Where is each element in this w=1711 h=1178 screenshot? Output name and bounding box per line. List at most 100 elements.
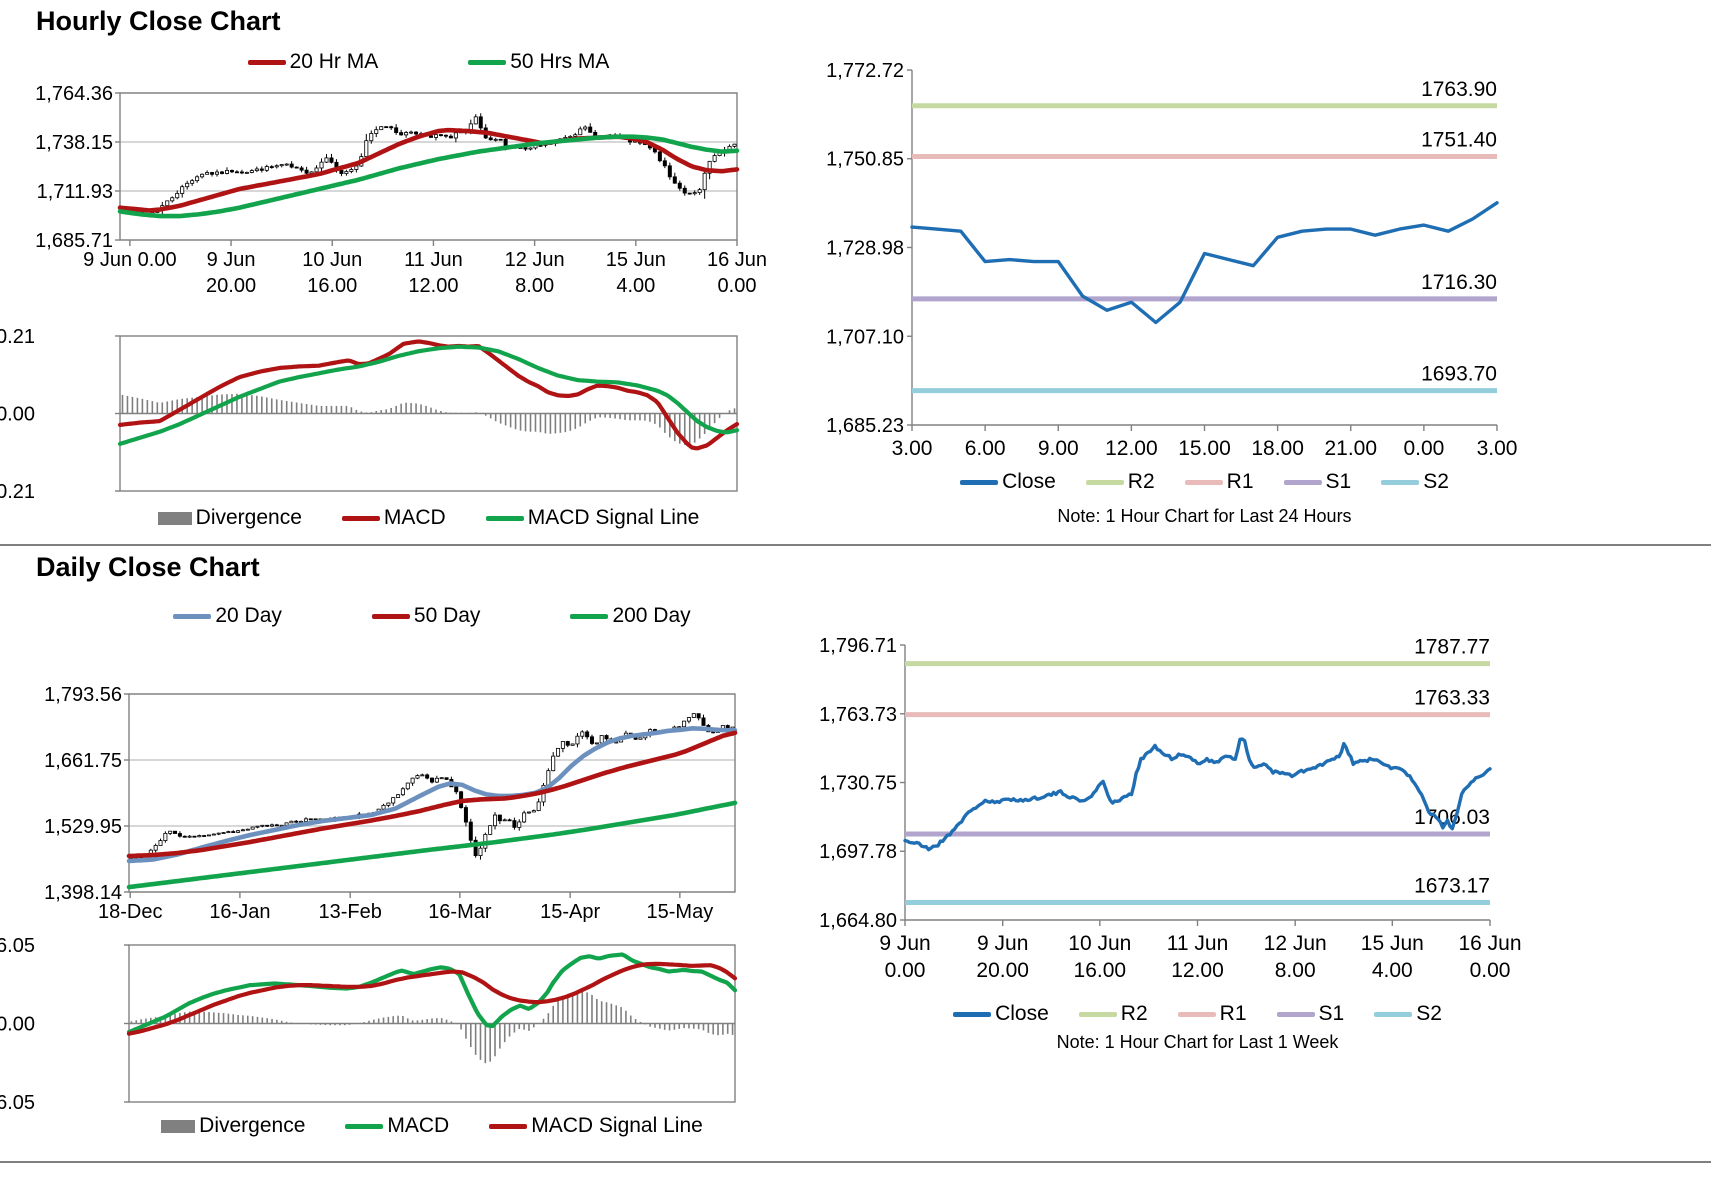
legend-label: Close bbox=[1002, 470, 1056, 493]
legend-item-r1: R1 bbox=[1184, 470, 1254, 494]
daily-support-resistance-chart: 1,796.71 1,763.73 1,730.75 1,697.78 1,664.80… bbox=[810, 628, 1660, 1007]
x-axis-label: 13-Feb bbox=[319, 901, 382, 923]
series-close bbox=[903, 737, 1492, 852]
x-axis-label: 6.00 bbox=[965, 437, 1006, 460]
x-axis-label: 9 Jun bbox=[977, 932, 1028, 955]
x-axis-label: 4.00 bbox=[616, 275, 655, 297]
legend-item-s1: S1 bbox=[1276, 1002, 1344, 1026]
line-swatch-icon bbox=[1374, 1011, 1413, 1017]
legend-label: 20 Day bbox=[215, 604, 282, 627]
x-axis-label: 18.00 bbox=[1251, 437, 1304, 460]
x-axis-label: 21.00 bbox=[1324, 437, 1377, 460]
x-axis-label: 0.00 bbox=[1470, 959, 1511, 982]
y-axis-label: 46.05 bbox=[0, 935, 35, 957]
y-axis-label: 1,764.36 bbox=[35, 83, 113, 105]
line-swatch-icon bbox=[1381, 479, 1420, 485]
x-axis-label: 4.00 bbox=[1372, 959, 1413, 982]
x-axis-label: 20.00 bbox=[206, 275, 256, 297]
x-axis-label: 3.00 bbox=[892, 437, 933, 460]
series-50-hrs-ma bbox=[117, 134, 740, 219]
legend-item-macd: MACD bbox=[341, 506, 446, 530]
series-20-day bbox=[126, 726, 738, 864]
daily-price-chart: 18-Dec 16-Jan 13-Feb 16-Mar 15-Apr 15-May 1,79… bbox=[35, 636, 757, 943]
bar-swatch-icon bbox=[161, 1119, 196, 1133]
legend-label: S2 bbox=[1416, 1002, 1442, 1025]
x-axis-label: 9.00 bbox=[1038, 437, 1079, 460]
bottom-divider bbox=[0, 1161, 1711, 1163]
series-50-day bbox=[126, 730, 738, 859]
legend-item-macd-signal-line: MACD Signal Line bbox=[489, 1114, 703, 1138]
level-label-r2: 1763.90 bbox=[1421, 78, 1497, 101]
x-axis-label: 12 Jun bbox=[1264, 932, 1327, 955]
line-swatch-icon bbox=[1276, 1011, 1315, 1017]
legend-label: R2 bbox=[1127, 470, 1155, 493]
line-swatch-icon bbox=[960, 479, 999, 485]
x-axis-label: 10 Jun bbox=[302, 249, 362, 271]
legend-label: Divergence bbox=[199, 1114, 306, 1137]
line-swatch-icon bbox=[247, 59, 286, 65]
series-200-day bbox=[126, 800, 738, 890]
y-axis-label: 1,728.98 bbox=[826, 237, 904, 259]
y-axis-label: 1,707.10 bbox=[826, 326, 904, 348]
legend-item-20-hr-ma: 20 Hr MA bbox=[247, 50, 378, 74]
x-axis-label: 12.00 bbox=[408, 275, 458, 297]
y-axis-label: 0.00 bbox=[0, 1014, 35, 1036]
x-axis-label: 16 Jun bbox=[707, 249, 767, 271]
hourly-sr-note: Note: 1 Hour Chart for Last 24 Hours bbox=[1057, 506, 1352, 526]
line-swatch-icon bbox=[1177, 1011, 1216, 1017]
x-axis-label: 15 Jun bbox=[606, 249, 666, 271]
legend-item-s2: S2 bbox=[1381, 470, 1449, 494]
y-axis-label: 1,685.71 bbox=[35, 230, 113, 252]
x-axis-label: 16-Jan bbox=[209, 901, 270, 923]
y-axis-label: -10.21 bbox=[0, 481, 35, 503]
x-axis-label: 9 Jun bbox=[879, 932, 930, 955]
x-axis-label: 0.00 bbox=[718, 275, 757, 297]
level-label-r1: 1751.40 bbox=[1421, 129, 1497, 152]
x-axis-label: 12 Jun bbox=[505, 249, 565, 271]
y-axis-label: 1,529.95 bbox=[44, 816, 122, 838]
legend-item-200-day: 200 Day bbox=[570, 604, 691, 628]
y-axis-label: 1,664.80 bbox=[819, 910, 897, 932]
legend-item-r1: R1 bbox=[1177, 1002, 1247, 1026]
x-axis-label: 9 Jun bbox=[207, 249, 256, 271]
y-axis-label: 1,697.78 bbox=[819, 841, 897, 863]
legend-item-r2: R2 bbox=[1078, 1002, 1148, 1026]
y-axis-label: 1,793.56 bbox=[44, 684, 122, 706]
daily-sr-legend: Close R2 R1 S1 S2 bbox=[905, 1002, 1490, 1026]
line-swatch-icon bbox=[570, 613, 609, 619]
daily-macd-legend: Divergence MACD MACD Signal Line bbox=[129, 1114, 735, 1138]
line-swatch-icon bbox=[1085, 479, 1124, 485]
legend-label: R1 bbox=[1226, 470, 1254, 493]
series-macd-signal-line bbox=[126, 961, 738, 1036]
level-label-s2: 1693.70 bbox=[1421, 363, 1497, 386]
legend-label: R2 bbox=[1120, 1002, 1148, 1025]
y-axis-label: -46.05 bbox=[0, 1092, 35, 1114]
hourly-support-resistance-chart: 1,772.72 1,750.85 1,728.98 1,707.10 1,685.23… bbox=[810, 55, 1660, 472]
y-axis-label: 1,763.73 bbox=[819, 704, 897, 726]
x-axis-label: 11 Jun bbox=[1167, 932, 1229, 955]
y-axis-label: 1,661.75 bbox=[44, 750, 122, 772]
legend-item-close: Close bbox=[960, 470, 1056, 494]
x-axis-label: 20.00 bbox=[976, 959, 1029, 982]
x-axis-label: 8.00 bbox=[1275, 959, 1316, 982]
legend-label: S1 bbox=[1325, 470, 1352, 493]
legend-item-macd-signal-line: MACD Signal Line bbox=[485, 506, 699, 530]
x-axis-label: 3.00 bbox=[1477, 437, 1518, 460]
line-swatch-icon bbox=[489, 1123, 528, 1129]
section-divider bbox=[0, 544, 1711, 546]
y-axis-label: 10.21 bbox=[0, 326, 35, 348]
x-axis-label: 18-Dec bbox=[98, 901, 162, 923]
y-axis-label: 0.00 bbox=[0, 404, 35, 426]
hourly-section-title: Hourly Close Chart bbox=[36, 6, 281, 36]
x-axis-label: 12.00 bbox=[1171, 959, 1224, 982]
legend-item-close: Close bbox=[953, 1002, 1049, 1026]
x-axis-label: 15 Jun bbox=[1361, 932, 1424, 955]
x-axis-label: 16-Mar bbox=[428, 901, 492, 923]
hourly-sr-legend: Close R2 R1 S1 S2 bbox=[912, 470, 1497, 494]
x-axis-label: 9 Jun 0.00 bbox=[83, 249, 176, 271]
legend-label: 50 Hrs MA bbox=[510, 50, 610, 73]
legend-label: 200 Day bbox=[612, 604, 691, 627]
line-swatch-icon bbox=[341, 515, 380, 521]
line-swatch-icon bbox=[485, 515, 524, 521]
y-axis-label: 1,750.85 bbox=[826, 149, 904, 171]
